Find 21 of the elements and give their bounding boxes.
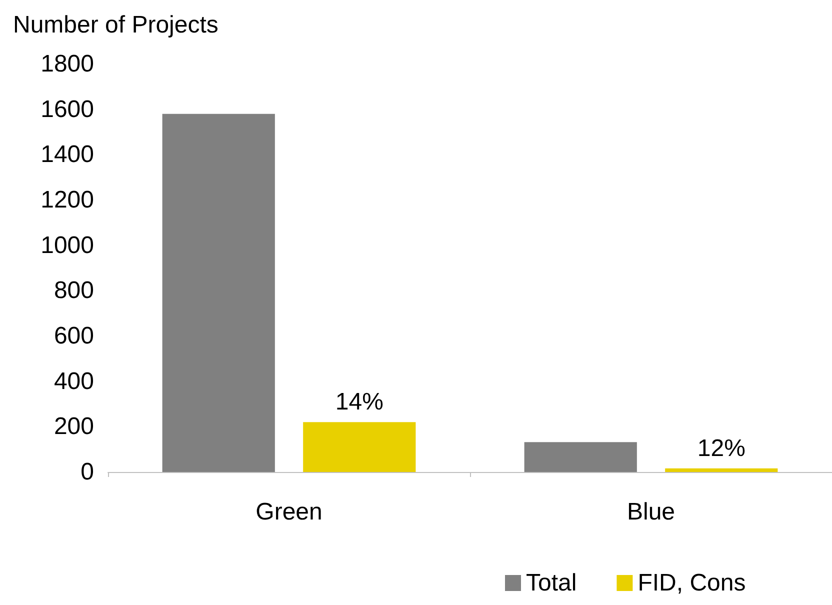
y-tick-label: 1200 [40, 186, 94, 214]
bar [524, 442, 637, 472]
bar [303, 422, 416, 472]
annotation: 12% [697, 434, 746, 462]
y-tick-label: 1600 [40, 96, 94, 123]
y-tick-label: 200 [54, 413, 94, 440]
y-tick-label: 1800 [40, 50, 94, 78]
legend-label: FID, Cons [638, 570, 746, 596]
legend-label: Total [526, 570, 577, 596]
bar [665, 468, 778, 472]
y-tick-label: 0 [80, 458, 94, 486]
y-axis-title: Number of Projects [13, 12, 218, 38]
bar [162, 114, 275, 472]
y-tick-label: 800 [54, 277, 94, 304]
y-tick-label: 1400 [40, 141, 94, 168]
annotation: 14% [335, 388, 384, 416]
y-tick-label: 1000 [40, 232, 94, 259]
x-tick-label: Blue [626, 498, 676, 526]
y-tick-label: 600 [54, 322, 94, 350]
y-tick-label: 400 [54, 368, 94, 395]
x-tick-label: Green [256, 498, 322, 526]
